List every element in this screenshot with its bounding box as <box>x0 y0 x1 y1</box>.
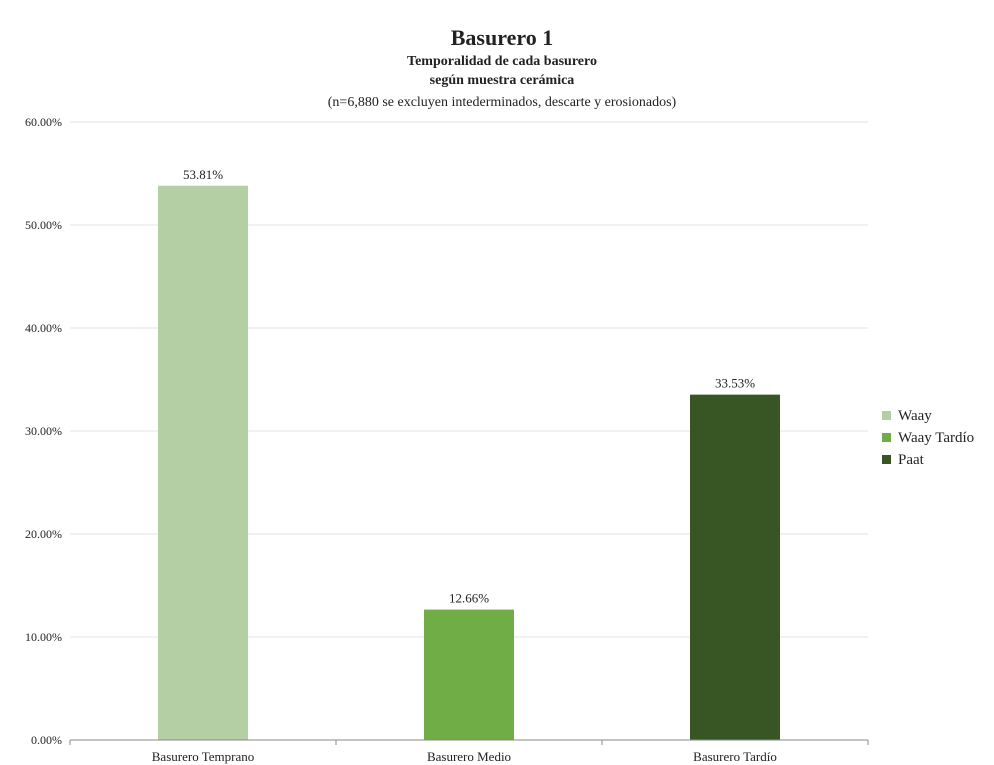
y-tick-label: 50.00% <box>25 218 62 232</box>
y-tick-label: 10.00% <box>25 630 62 644</box>
chart-sample-note: (n=6,880 se excluyen intederminados, des… <box>328 95 677 110</box>
y-axis-tick-labels: 0.00% 10.00% 20.00% 30.00% 40.00% 50.00% 60.00… <box>25 115 62 747</box>
legend-swatch <box>882 455 891 464</box>
legend-swatch <box>882 433 891 442</box>
bar <box>690 394 780 740</box>
y-tick-label: 20.00% <box>25 527 62 541</box>
legend-label: Paat <box>898 452 925 468</box>
data-label: 33.53% <box>715 376 755 391</box>
legend: Waay Waay Tardío Paat <box>882 408 974 468</box>
legend-label: Waay Tardío <box>898 430 974 446</box>
bars <box>158 185 780 740</box>
chart-subtitle-line-2: según muestra cerámica <box>430 73 575 88</box>
x-category-label: Basurero Temprano <box>152 749 254 764</box>
bar <box>424 609 514 740</box>
x-category-label: Basurero Tardío <box>693 749 777 764</box>
y-tick-label: 0.00% <box>31 733 62 747</box>
data-label: 53.81% <box>183 167 223 182</box>
y-tick-label: 60.00% <box>25 115 62 129</box>
bar <box>158 185 248 740</box>
x-axis-category-labels: Basurero Temprano Basurero Medio Basurero … <box>152 749 777 764</box>
x-category-label: Basurero Medio <box>427 749 511 764</box>
legend-swatch <box>882 411 891 420</box>
legend-label: Waay <box>898 408 932 424</box>
y-tick-label: 30.00% <box>25 424 62 438</box>
chart-title: Basurero 1 <box>451 25 553 50</box>
data-labels: 53.81% 12.66% 33.53% <box>183 167 755 606</box>
chart-subtitle-line-1: Temporalidad de cada basurero <box>407 54 597 69</box>
data-label: 12.66% <box>449 591 489 606</box>
y-tick-label: 40.00% <box>25 321 62 335</box>
x-axis <box>69 739 869 745</box>
